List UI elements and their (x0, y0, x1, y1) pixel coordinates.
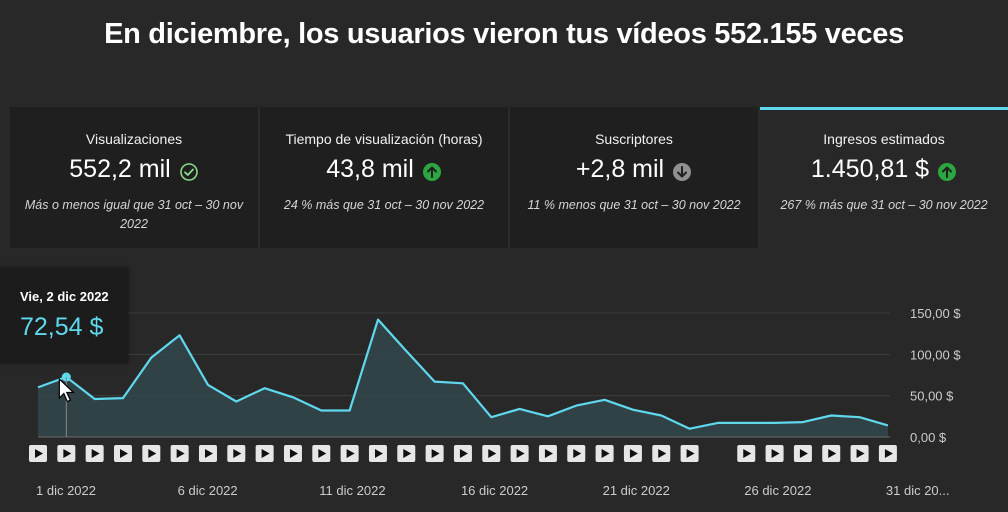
video-marker-play-icon[interactable] (482, 445, 501, 462)
x-tick-label: 31 dic 20... (886, 483, 950, 498)
video-marker-play-icon[interactable] (227, 445, 246, 462)
video-marker-play-icon[interactable] (29, 445, 47, 462)
video-marker-play-icon[interactable] (425, 445, 444, 462)
video-marker-play-icon[interactable] (680, 445, 699, 462)
metric-value: 552,2 mil (69, 155, 171, 183)
metric-comparison-note: 11 % menos que 31 oct – 30 nov 2022 (527, 198, 741, 212)
check-circle-icon (179, 160, 199, 181)
revenue-line (37, 318, 889, 430)
x-tick-label: 6 dic 2022 (178, 483, 238, 498)
video-marker-play-icon[interactable] (850, 445, 869, 462)
x-tick-label: 16 dic 2022 (461, 483, 528, 498)
video-marker-play-icon[interactable] (397, 445, 416, 462)
metric-value-row: 552,2 mil (10, 155, 258, 184)
revenue-chart-svg: 0,00 $ 50,00 $ 100,00 $ 150,00 $ 1 dic 2022 6… (29, 306, 961, 498)
metric-value-row: +2,8 mil (510, 155, 758, 184)
y-tick-label: 50,00 $ (910, 389, 954, 404)
video-marker-play-icon[interactable] (793, 445, 812, 462)
arrow-down-circle-icon (672, 160, 692, 181)
video-marker-play-icon[interactable] (255, 445, 274, 462)
metric-label: Visualizaciones (85, 131, 183, 147)
y-tick-label: 0,00 $ (910, 430, 947, 445)
metric-comparison-note: Más o menos igual que 31 oct – 30 nov 20… (24, 198, 244, 231)
video-marker-play-icon[interactable] (170, 445, 189, 462)
revenue-chart: 0,00 $ 50,00 $ 100,00 $ 150,00 $ 1 dic 2022 6… (0, 248, 1008, 507)
tooltip-value: 72,54 $ (20, 313, 104, 341)
y-tick-label: 100,00 $ (910, 347, 961, 362)
y-tick-label: 150,00 $ (910, 306, 961, 321)
metric-label: Suscriptores (595, 131, 673, 147)
video-marker-play-icon[interactable] (85, 445, 104, 462)
metric-card-4[interactable]: Ingresos estimados 1.450,81 $ 267 % más qu… (760, 107, 1008, 248)
metric-value-row: 43,8 mil (260, 155, 508, 184)
video-marker-play-icon[interactable] (510, 445, 529, 462)
video-marker-play-icon[interactable] (312, 445, 331, 462)
tooltip-date: Vie, 2 dic 2022 (20, 289, 109, 304)
metric-label: Ingresos estimados (823, 131, 945, 147)
metric-comparison-note: 24 % más que 31 oct – 30 nov 2022 (283, 198, 485, 212)
video-marker-play-icon[interactable] (142, 445, 161, 462)
video-marker-play-icon[interactable] (878, 445, 897, 462)
x-tick-label: 21 dic 2022 (603, 483, 670, 498)
video-marker-play-icon[interactable] (113, 445, 132, 462)
video-marker-play-icon[interactable] (737, 445, 756, 462)
video-marker-play-icon[interactable] (283, 445, 302, 462)
metric-value: 1.450,81 $ (810, 155, 930, 183)
metric-label: Tiempo de visualización (horas) (285, 131, 483, 147)
video-marker-play-icon[interactable] (198, 445, 217, 462)
metric-card-1[interactable]: Visualizaciones 552,2 mil Más o menos igua… (10, 107, 260, 248)
metric-value: +2,8 mil (575, 155, 665, 183)
metric-card-2[interactable]: Tiempo de visualización (horas) 43,8 mil 2… (260, 107, 510, 248)
video-marker-play-icon[interactable] (822, 445, 841, 462)
page-headline: En diciembre, los usuarios vieron tus ví… (104, 18, 904, 50)
video-marker-play-icon[interactable] (368, 445, 387, 462)
chart-tooltip: Vie, 2 dic 2022 72,54 $ (0, 268, 128, 363)
video-marker-play-icon[interactable] (652, 445, 671, 462)
video-marker-play-icon[interactable] (623, 445, 642, 462)
video-marker-play-icon[interactable] (595, 445, 614, 462)
video-marker-play-icon[interactable] (538, 445, 557, 462)
metric-value: 43,8 mil (326, 155, 414, 183)
area-fill (38, 319, 888, 437)
video-marker-play-icon[interactable] (453, 445, 472, 462)
metric-cards: Visualizaciones 552,2 mil Más o menos igua… (10, 107, 1008, 248)
video-marker-play-icon[interactable] (340, 445, 359, 462)
video-marker-play-icon[interactable] (567, 445, 586, 462)
arrow-up-circle-icon (422, 160, 442, 181)
video-marker-play-icon[interactable] (765, 445, 784, 462)
mouse-cursor-icon (58, 377, 75, 403)
metric-value-row: 1.450,81 $ (760, 155, 1008, 184)
arrow-up-circle-icon (937, 160, 957, 181)
video-marker-play-icon[interactable] (57, 445, 76, 462)
x-tick-label: 11 dic 2022 (319, 483, 385, 498)
x-tick-label: 1 dic 2022 (36, 483, 96, 498)
metric-comparison-note: 267 % más que 31 oct – 30 nov 2022 (780, 198, 988, 212)
x-tick-label: 26 dic 2022 (744, 483, 811, 498)
metric-card-3[interactable]: Suscriptores +2,8 mil 11 % menos que 31 oc… (510, 107, 760, 248)
